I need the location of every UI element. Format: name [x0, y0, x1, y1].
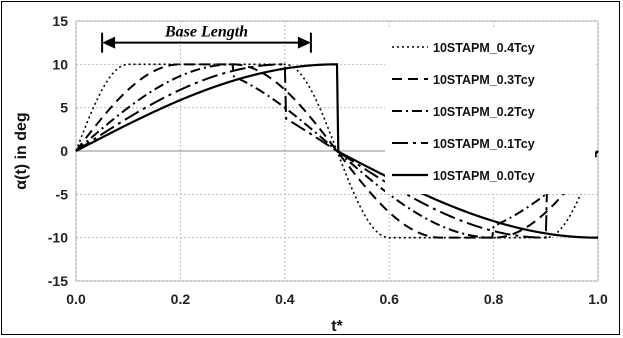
y-tick-label: 0: [60, 143, 68, 159]
y-tick-label: 5: [60, 100, 68, 116]
x-tick-label: 0.4: [275, 291, 295, 307]
legend-label: 10STAPM_0.2Tcy: [433, 105, 535, 119]
x-axis-title: t*: [331, 318, 343, 335]
legend-label: 10STAPM_0.1Tcy: [433, 137, 535, 151]
y-tick-label: -15: [48, 273, 68, 289]
series-line: [75, 63, 599, 239]
series-line: [75, 63, 599, 239]
base-length-annotation: Base Length: [101, 24, 312, 53]
base-length-right-arrowhead: [297, 36, 311, 49]
legend-label: 10STAPM_0.3Tcy: [433, 73, 535, 87]
x-tick-label: 0.0: [66, 291, 86, 307]
y-axis-title: α(t) in deg: [13, 112, 30, 189]
x-tick-label: 0.2: [171, 291, 191, 307]
legend-label: 10STAPM_0.4Tcy: [433, 41, 535, 55]
series-lines: [75, 63, 599, 239]
y-tick-label: 10: [52, 56, 68, 72]
series-line: [75, 63, 599, 239]
y-tick-label: 15: [52, 13, 68, 29]
base-length-label: Base Length: [164, 24, 248, 41]
base-length-left-arrowhead: [102, 36, 116, 49]
axes: 15 10 5 0 -5 -10 -15 0.0 0.2 0.4 0.6 0.8 1.0: [48, 13, 608, 307]
y-tick-label: -10: [48, 230, 68, 246]
x-tick-label: 1.0: [588, 291, 608, 307]
x-tick-label: 0.8: [484, 291, 504, 307]
legend-label: 10STAPM_0.0Tcy: [433, 169, 535, 183]
y-tick-label: -5: [56, 186, 69, 202]
legend: 10STAPM_0.4Tcy 10STAPM_0.3Tcy 10STAPM_0.2T…: [385, 28, 595, 194]
x-tick-label: 0.6: [379, 291, 399, 307]
